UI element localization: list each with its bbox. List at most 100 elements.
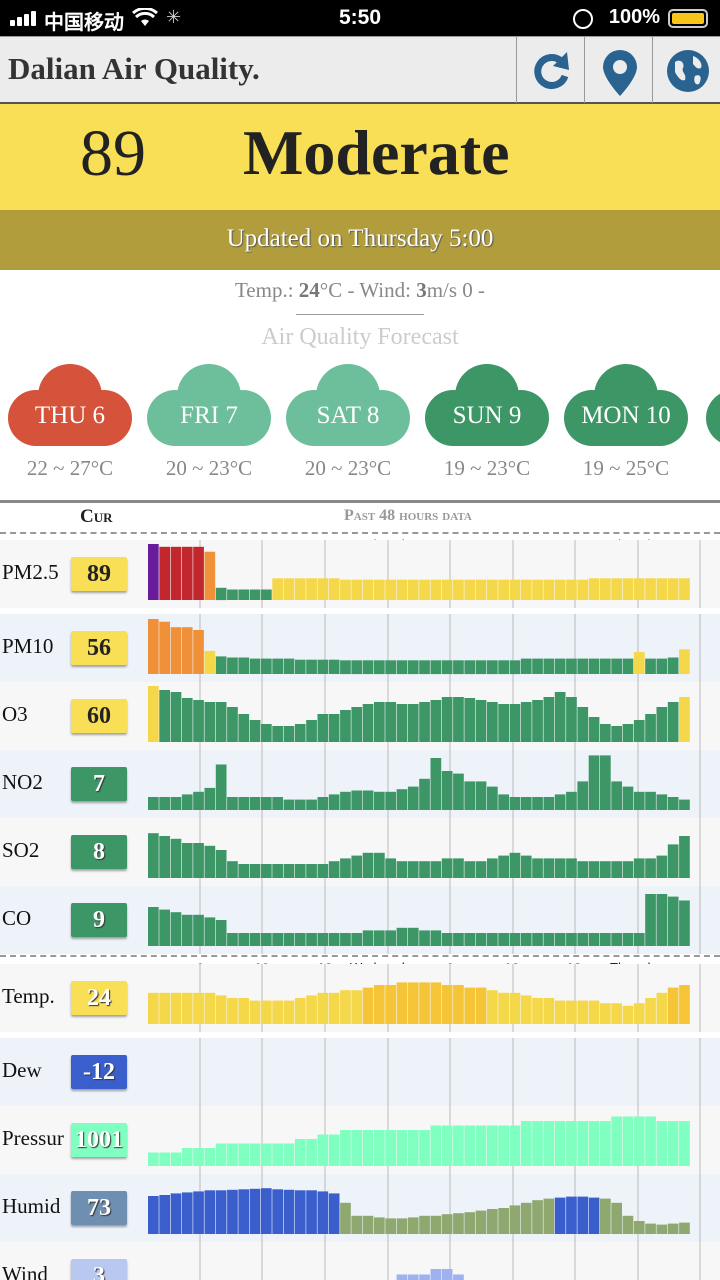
chart-bar <box>385 1218 396 1234</box>
chart-bar <box>554 933 566 946</box>
data-row-o3: O3 60 <box>0 682 720 750</box>
chart-bar <box>170 692 182 742</box>
chart-bar <box>204 702 216 742</box>
chart-bar <box>679 578 690 600</box>
chart-bar <box>181 627 193 674</box>
chart-bar <box>317 992 329 1024</box>
status-bar: 中国移动 ✳ 5:50 100% <box>0 0 720 36</box>
chart-bar <box>272 658 283 674</box>
chart-bar <box>566 791 577 810</box>
chart-bar <box>181 546 193 600</box>
chart-bar <box>667 1223 679 1234</box>
chart-bar <box>611 933 622 946</box>
chart-bar <box>340 1130 351 1166</box>
chart-bar <box>554 1121 566 1166</box>
chart-bar <box>588 1000 600 1024</box>
forecast-day[interactable]: FRI 7 <box>147 362 271 452</box>
chart-bar <box>148 992 159 1024</box>
chart-bar <box>407 1274 419 1280</box>
globe-button[interactable] <box>652 37 720 103</box>
chart-bar <box>306 659 317 674</box>
chart-bar <box>622 1005 634 1024</box>
chart-bar <box>645 1116 656 1166</box>
current-value-badge: 9 <box>71 903 127 937</box>
chart-bar <box>419 982 430 1024</box>
chart-bar <box>227 589 238 600</box>
chart-bar <box>509 852 521 878</box>
chart-bar <box>193 1148 204 1166</box>
chart-bar <box>215 702 227 742</box>
chart-bar <box>261 1188 272 1234</box>
chart-bar <box>328 714 340 742</box>
forecast-day[interactable]: SUN 9 <box>425 362 549 452</box>
chart-bar <box>543 858 555 878</box>
chart-bar <box>249 933 261 946</box>
chart-bar <box>193 843 204 878</box>
forecast-day[interactable]: SAT 8 <box>286 362 410 452</box>
chart-bar <box>487 786 498 810</box>
chart-bar <box>306 995 317 1024</box>
chart-bar <box>498 1125 509 1166</box>
cloud-icon <box>564 364 688 446</box>
chart-bar <box>227 1143 238 1166</box>
forecast-day[interactable]: THU 6 <box>8 362 132 452</box>
current-value-badge: -12 <box>71 1055 127 1089</box>
history-chart <box>199 1038 701 1106</box>
chart-bar <box>306 933 317 946</box>
chart-bar <box>294 578 306 600</box>
forecast-day[interactable]: MON 10 <box>564 362 688 452</box>
dashed-divider <box>0 532 720 534</box>
forecast-day-label: THU 6 <box>34 402 106 429</box>
cloud-icon <box>706 393 720 443</box>
chart-bar <box>679 836 690 878</box>
chart-bar <box>566 579 577 600</box>
chart-bar <box>351 660 363 675</box>
chart-bar <box>396 704 408 742</box>
forecast-temp-range: 20 ~ 23°C <box>165 456 253 480</box>
chart-bar <box>148 797 159 810</box>
chart-bar <box>283 726 295 742</box>
data-row-temp: Temp. 24 <box>0 964 720 1032</box>
chart-bar <box>441 771 453 810</box>
chart-bar <box>679 985 690 1024</box>
chart-bar <box>362 660 374 675</box>
current-value-badge: 1001 <box>71 1123 127 1157</box>
app-title: Dalian Air Quality. <box>8 51 260 86</box>
location-button[interactable] <box>584 37 652 103</box>
chart-bar <box>600 1121 611 1166</box>
chart-bar <box>532 658 543 674</box>
chart-bar <box>453 697 464 742</box>
updated-time: Updated on Thursday 5:00 <box>0 210 720 270</box>
chart-bar <box>385 579 396 600</box>
chart-bar <box>588 861 600 878</box>
chart-bar <box>622 724 634 742</box>
chart-bar <box>261 658 272 674</box>
chart-bar <box>656 578 668 600</box>
chart-bar <box>611 658 622 674</box>
chart-bar <box>261 1143 272 1166</box>
chart-bar <box>159 546 170 600</box>
chart-bar <box>306 799 317 810</box>
chart-bar <box>407 579 419 600</box>
chart-bar <box>351 790 363 810</box>
chart-bar <box>272 726 283 742</box>
chart-bar <box>249 1000 261 1024</box>
chart-bar <box>340 579 351 600</box>
chart-bar <box>238 1143 250 1166</box>
cloud-icon <box>147 364 271 446</box>
chart-bar <box>238 714 250 742</box>
chart-bar <box>520 658 532 674</box>
chart-bar <box>577 1196 589 1234</box>
chart-bar <box>633 652 645 674</box>
chart-bar <box>566 933 577 946</box>
chart-bar <box>261 589 272 600</box>
chart-bar <box>396 861 408 878</box>
refresh-button[interactable] <box>516 37 584 103</box>
chart-bar <box>633 578 645 600</box>
chart-bar <box>679 1121 690 1166</box>
chart-bar <box>520 995 532 1024</box>
chart-bar <box>645 578 656 600</box>
forecast-temp-range: 19 ~ 25°C <box>582 456 670 480</box>
chart-bar <box>611 1202 622 1234</box>
chart-bar <box>520 579 532 600</box>
